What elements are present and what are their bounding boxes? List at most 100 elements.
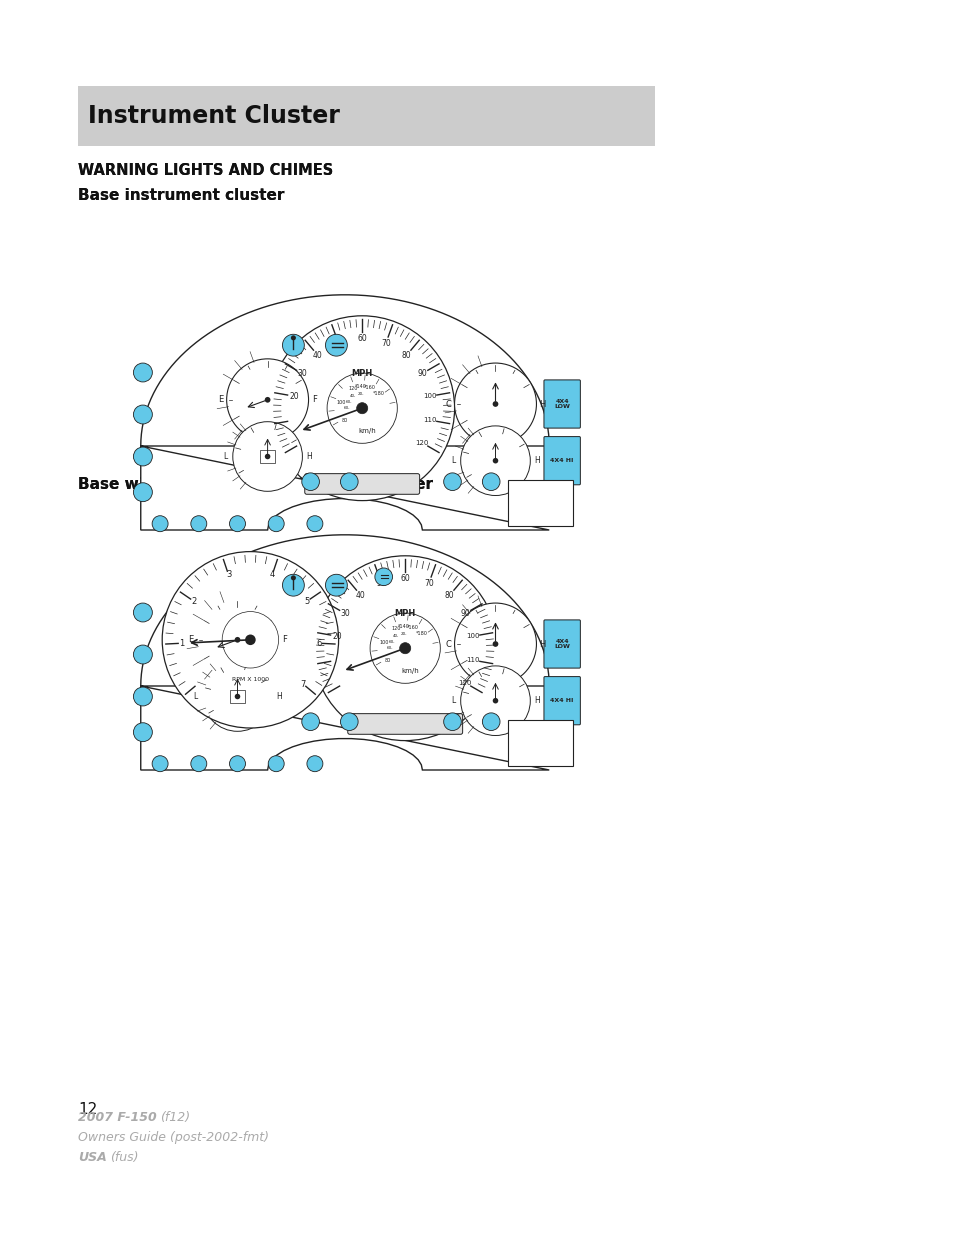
Text: Base instrument cluster: Base instrument cluster [78,188,284,203]
Text: 5: 5 [304,597,310,605]
FancyBboxPatch shape [78,86,655,146]
Text: 1: 1 [179,638,184,647]
Bar [508,720,573,766]
Text: 120: 120 [416,440,429,446]
FancyBboxPatch shape [543,620,579,668]
Text: 70: 70 [380,338,391,347]
Text: MPH: MPH [352,368,373,378]
Circle shape [443,473,461,490]
Circle shape [133,722,152,742]
Circle shape [460,426,530,495]
Text: 100: 100 [379,640,389,645]
Text: F: F [312,395,316,404]
Circle shape [492,641,497,647]
Text: 90: 90 [416,369,427,378]
Bar [508,479,573,526]
Circle shape [282,574,304,597]
Circle shape [245,635,255,645]
FancyBboxPatch shape [304,474,419,494]
Text: 60,: 60, [345,400,352,404]
Text: 12: 12 [78,1102,97,1116]
Text: 4: 4 [270,571,274,579]
Circle shape [234,637,240,642]
Text: L: L [451,697,456,705]
Text: 60: 60 [357,335,367,343]
Text: Base with Tachometer instrument cluster: Base with Tachometer instrument cluster [78,477,433,492]
Circle shape [492,458,497,463]
Text: 110: 110 [466,657,479,663]
Circle shape [234,694,240,699]
Circle shape [282,335,304,356]
Circle shape [233,421,302,492]
Circle shape [454,363,536,445]
Circle shape [370,613,440,683]
Text: Base instrument cluster: Base instrument cluster [78,188,284,203]
Text: L: L [193,692,197,701]
Text: 20,: 20, [400,631,407,636]
Circle shape [375,568,392,585]
Text: Base with Tachometer instrument cluster: Base with Tachometer instrument cluster [78,477,433,492]
Circle shape [202,662,272,731]
Circle shape [133,405,152,424]
Circle shape [230,756,245,772]
Text: 40: 40 [313,351,322,359]
Text: 80: 80 [384,658,390,663]
FancyBboxPatch shape [543,437,579,485]
Polygon shape [141,295,549,530]
Circle shape [265,453,270,459]
Text: E: E [188,635,193,645]
Circle shape [191,516,207,532]
Circle shape [230,516,245,532]
Text: 40: 40 [355,590,365,600]
Circle shape [291,336,295,341]
Circle shape [340,473,357,490]
Text: (fus): (fus) [111,1151,138,1163]
Text: 20: 20 [332,631,341,641]
Text: L: L [451,456,456,466]
Text: F: F [282,635,287,645]
Circle shape [482,473,499,490]
Circle shape [133,447,152,466]
Text: E: E [217,395,223,404]
Text: RPM X 1000: RPM X 1000 [232,677,269,682]
Circle shape [133,603,152,622]
Text: C: C [445,640,451,648]
Circle shape [291,576,295,580]
Circle shape [356,403,367,414]
Text: H: H [538,640,545,648]
Text: 50: 50 [334,338,343,347]
Text: 2: 2 [191,597,196,605]
Text: 90: 90 [460,609,470,618]
Circle shape [443,713,461,731]
Circle shape [307,516,322,532]
Text: 4X4
LOW: 4X4 LOW [554,638,570,650]
Text: USA: USA [78,1151,107,1163]
Circle shape [133,645,152,664]
Text: *160: *160 [407,625,418,630]
Circle shape [454,603,536,685]
Circle shape [492,698,497,704]
Circle shape [264,396,271,403]
Text: 20: 20 [289,391,298,400]
Bar [78,86,655,146]
Text: 3: 3 [226,571,231,579]
Text: 70: 70 [423,578,434,588]
Text: km/h: km/h [357,429,375,435]
Circle shape [133,483,152,501]
Circle shape [460,666,530,736]
Polygon shape [141,535,549,769]
Text: *140: *140 [354,384,366,389]
Circle shape [268,756,284,772]
Circle shape [301,713,319,731]
Text: 4X4 HI: 4X4 HI [550,698,574,703]
Text: WARNING LIGHTS AND CHIMES: WARNING LIGHTS AND CHIMES [78,163,334,178]
Text: km/h: km/h [400,668,418,674]
Circle shape [313,556,497,741]
FancyBboxPatch shape [543,677,579,725]
Text: H: H [276,692,282,701]
Text: (f12): (f12) [160,1112,191,1124]
Circle shape [191,756,207,772]
Text: 60,: 60, [344,406,351,410]
Bar [259,451,275,463]
Text: 100: 100 [336,400,346,405]
